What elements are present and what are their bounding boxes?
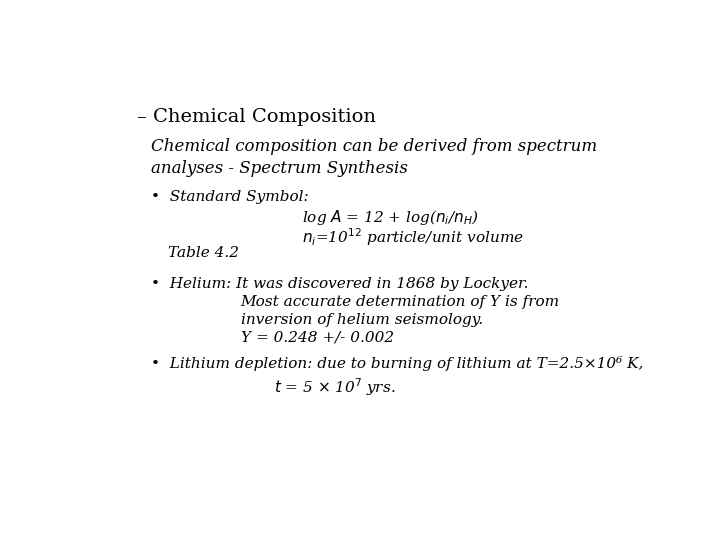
Text: analyses - Spectrum Synthesis: analyses - Spectrum Synthesis <box>151 160 408 178</box>
Text: Y = 0.248 +/- 0.002: Y = 0.248 +/- 0.002 <box>240 330 394 345</box>
Text: •  Standard Symbol:: • Standard Symbol: <box>151 190 309 204</box>
Text: •  Helium: It was discovered in 1868 by Lockyer.: • Helium: It was discovered in 1868 by L… <box>151 277 529 291</box>
Text: Chemical composition can be derived from spectrum: Chemical composition can be derived from… <box>151 138 598 154</box>
Text: $t$ = 5 $\times$ 10$^{7}$ yrs.: $t$ = 5 $\times$ 10$^{7}$ yrs. <box>274 376 396 397</box>
Text: •  Lithium depletion: due to burning of lithium at T=2.5×10⁶ K,: • Lithium depletion: due to burning of l… <box>151 356 644 371</box>
Text: $n_i$=10$^{12}$ particle/unit volume: $n_i$=10$^{12}$ particle/unit volume <box>302 226 524 248</box>
Text: – Chemical Composition: – Chemical Composition <box>138 109 377 126</box>
Text: inversion of helium seismology.: inversion of helium seismology. <box>240 313 483 327</box>
Text: Table 4.2: Table 4.2 <box>168 246 239 260</box>
Text: log $A$ = 12 + log($n_i$/$n_H$): log $A$ = 12 + log($n_i$/$n_H$) <box>302 208 479 227</box>
Text: Most accurate determination of Y is from: Most accurate determination of Y is from <box>240 295 559 309</box>
